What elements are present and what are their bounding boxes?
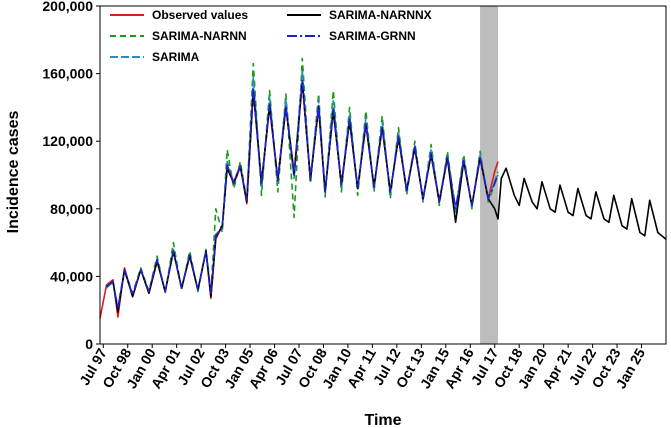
legend-label: SARIMA-GRNN bbox=[329, 29, 416, 43]
y-tick-label: 80,000 bbox=[50, 201, 93, 217]
shaded-validation-region bbox=[480, 6, 498, 344]
legend-label: SARIMA-NARNN bbox=[152, 29, 247, 43]
y-tick-label: 200,000 bbox=[42, 0, 93, 14]
y-tick-label: 0 bbox=[85, 336, 93, 352]
y-tick-label: 120,000 bbox=[42, 133, 93, 149]
y-axis-title: Incidence cases bbox=[5, 111, 22, 234]
legend-label: SARIMA-NARNNX bbox=[329, 8, 432, 22]
x-axis-title: Time bbox=[364, 412, 401, 428]
series-line-sarima-grnn bbox=[106, 79, 499, 310]
y-tick-label: 40,000 bbox=[50, 268, 93, 284]
legend: Observed values SARIMA-NARNN SARIMA SARIMA-… bbox=[110, 8, 432, 64]
shaded-region-layer bbox=[480, 6, 498, 344]
y-tick-label: 160,000 bbox=[42, 66, 93, 82]
legend-label: SARIMA bbox=[152, 50, 200, 64]
legend-label: Observed values bbox=[152, 8, 248, 22]
plot-frame bbox=[99, 5, 667, 345]
series-layer bbox=[99, 57, 667, 319]
